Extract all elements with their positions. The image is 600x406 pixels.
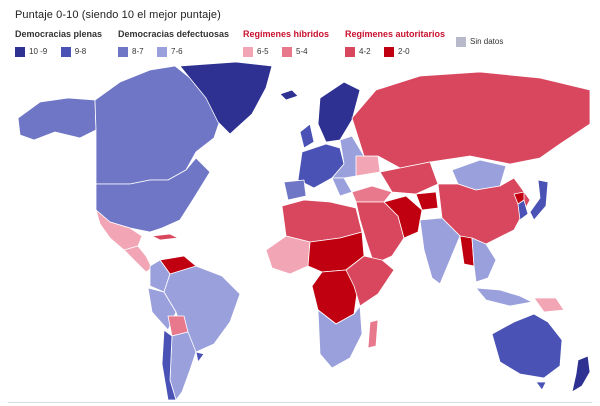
region-cuba — [151, 233, 179, 241]
region-tasmania — [535, 381, 547, 391]
region-chile — [161, 329, 177, 400]
region-ukraine — [355, 155, 381, 177]
region-australia — [491, 313, 563, 379]
region-new-zealand — [571, 355, 591, 393]
legend-item: Sin datos — [456, 36, 504, 47]
region-alaska — [17, 97, 97, 141]
region-turkey — [351, 185, 393, 203]
legend-group-hybrid-regimes: Regímenes híbridos 6-5 5-4 — [243, 29, 329, 61]
legend-swatch — [345, 46, 355, 57]
legend-item: 4-2 — [345, 46, 371, 57]
legend-label: 2-0 — [398, 46, 410, 56]
legend-item: 10 -9 — [15, 46, 48, 57]
region-japan — [529, 179, 549, 221]
legend-swatch — [384, 46, 395, 57]
region-central-america — [123, 245, 153, 273]
legend-item: 7-6 — [157, 46, 183, 57]
region-north-korea — [513, 191, 525, 205]
legend-label: 8-7 — [132, 46, 144, 56]
region-russia — [351, 71, 591, 169]
region-india — [419, 217, 461, 285]
region-uk — [299, 123, 315, 149]
region-afghanistan — [415, 191, 439, 211]
region-iran — [383, 195, 423, 239]
region-southern-africa — [317, 305, 363, 369]
region-east-africa — [345, 255, 395, 307]
region-scandinavia — [317, 81, 361, 143]
bottom-divider — [8, 402, 592, 403]
legend: Democracias plenas 10 -9 9-8 Democracias… — [15, 29, 595, 59]
region-iberia — [283, 179, 307, 201]
legend-item: 5-4 — [282, 46, 308, 57]
legend-group-title: Democracias plenas — [15, 29, 103, 39]
legend-label: 4-2 — [359, 46, 371, 56]
legend-swatch — [60, 46, 71, 57]
legend-item: 6-5 — [243, 46, 269, 57]
region-indonesia — [475, 287, 533, 307]
legend-label: Sin datos — [470, 36, 504, 46]
legend-item: 8-7 — [118, 46, 144, 57]
region-madagascar — [367, 319, 379, 349]
legend-label: 9-8 — [74, 46, 87, 56]
region-west-africa — [265, 235, 311, 275]
legend-group-full-democracies: Democracias plenas 10 -9 9-8 — [15, 29, 102, 61]
legend-swatch — [456, 36, 466, 47]
legend-label: 5-4 — [296, 46, 308, 56]
region-central-asia — [379, 161, 439, 195]
legend-swatch — [282, 46, 293, 57]
legend-swatch — [118, 46, 128, 57]
legend-group-flawed-democracies: Democracias defectuosas 8-7 7-6 — [118, 29, 229, 61]
legend-label: 6-5 — [257, 46, 269, 56]
legend-swatch — [157, 46, 168, 57]
legend-group-authoritarian-regimes: Regímenes autoritarios 4-2 2-0 — [345, 29, 445, 61]
legend-group-title: Democracias defectuosas — [118, 29, 230, 39]
world-map — [17, 61, 591, 400]
region-uruguay — [195, 351, 205, 363]
legend-item: 9-8 — [60, 46, 87, 57]
region-southeast-asia — [471, 237, 497, 283]
region-iceland — [279, 89, 299, 101]
legend-swatch — [15, 46, 25, 57]
legend-swatch — [243, 46, 253, 57]
region-argentina — [169, 331, 197, 400]
legend-label: 7-6 — [171, 46, 183, 56]
map-title: Puntaje 0-10 (siendo 10 el mejor puntaje… — [15, 9, 221, 21]
region-papua — [533, 297, 565, 313]
legend-group-title: Regímenes autoritarios — [345, 29, 446, 39]
legend-group-no-data: Sin datos — [456, 29, 512, 51]
legend-item: 2-0 — [384, 46, 410, 57]
region-balkans — [331, 177, 353, 197]
legend-label: 10 -9 — [29, 46, 48, 56]
legend-group-title: Regímenes híbridos — [243, 29, 330, 39]
region-greenland — [179, 61, 273, 135]
